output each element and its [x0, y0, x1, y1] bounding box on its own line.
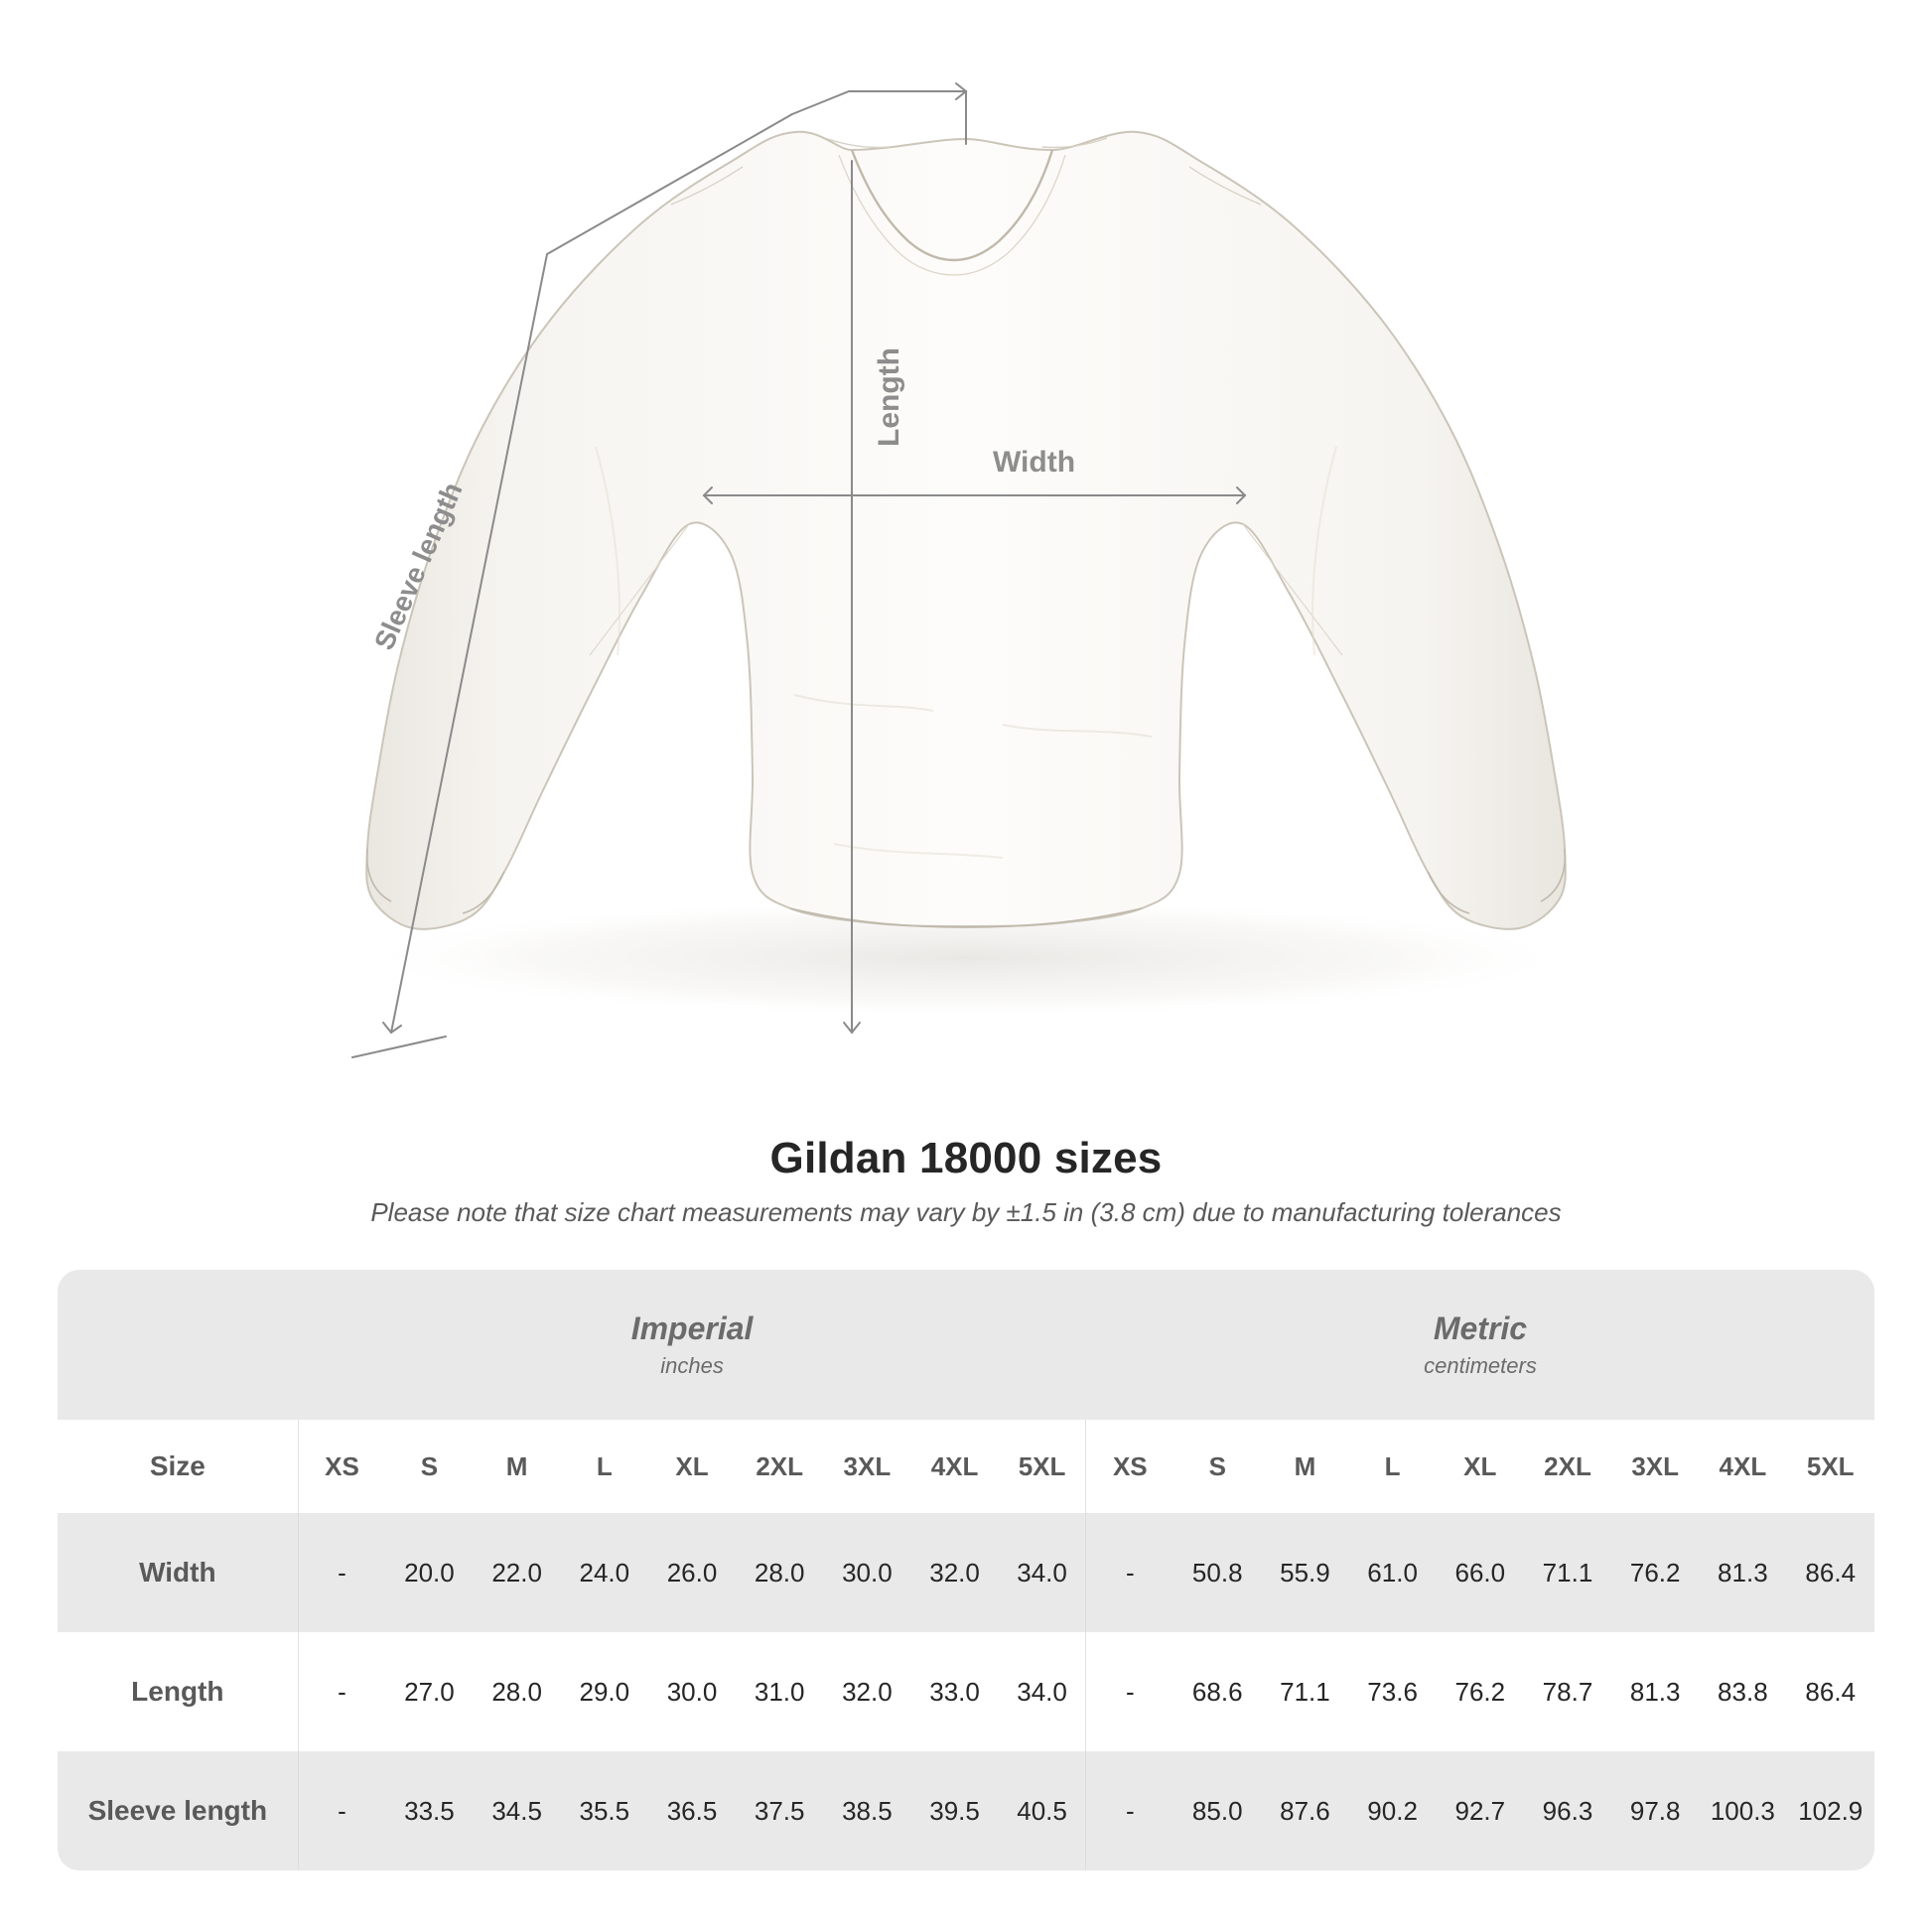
svg-text:Width: Width — [993, 446, 1075, 479]
svg-text:Length: Length — [873, 347, 905, 447]
